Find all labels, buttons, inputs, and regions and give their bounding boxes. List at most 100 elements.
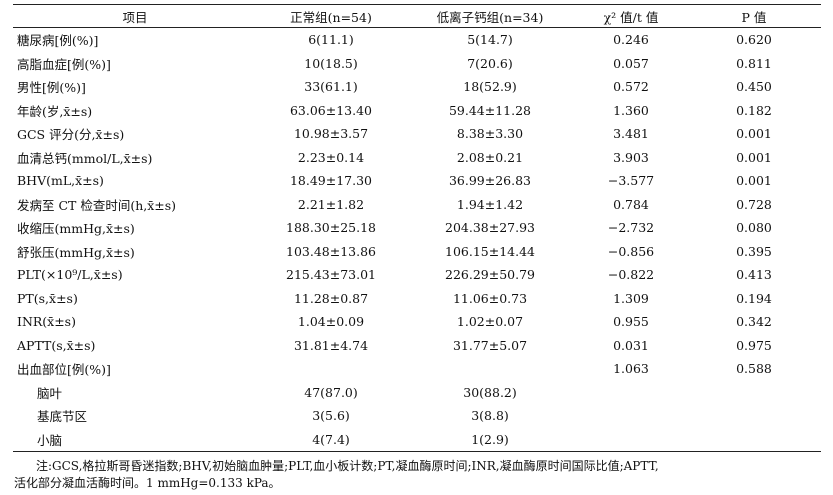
cell-normal-group: 33(61.1) <box>304 79 358 95</box>
table-row: 基底节区 3(5.6) 3(8.8) <box>13 404 821 428</box>
cell-normal-group: 47(87.0) <box>304 384 358 400</box>
cell-low-calcium-group: 1.02±0.07 <box>456 314 524 330</box>
cell-p-value: 0.588 <box>736 361 772 377</box>
table-row: APTT(s,x̄±s) 31.81±4.74 31.77±5.07 0.031 0.9… <box>13 334 821 358</box>
row-label: 基底节区 <box>37 409 88 425</box>
cell-low-calcium-group: 1.94±1.42 <box>456 196 524 212</box>
cell-p-value: 0.182 <box>736 102 772 118</box>
cell-normal-group <box>257 357 405 381</box>
row-label: 脑叶 <box>37 385 63 401</box>
row-label: APTT(s,x̄±s) <box>17 337 96 353</box>
cell-normal-group: 2.23±0.14 <box>297 149 365 165</box>
cell-normal-group: 188.30±25.18 <box>286 220 376 236</box>
cell-p-value <box>687 404 821 428</box>
cell-normal-group: 103.48±13.86 <box>286 243 376 259</box>
cell-p-value: 0.728 <box>736 196 772 212</box>
table-row: INR(x̄±s) 1.04±0.09 1.02±0.07 0.955 0.342 <box>13 310 821 334</box>
cell-statistic <box>575 427 687 452</box>
table-footnote: 注:GCS,格拉斯哥昏迷指数;BHV,初始脑血肿量;PLT,血小板计数;PT,凝… <box>14 458 826 492</box>
header-normal-group: 正常组(n=54) <box>257 4 405 28</box>
cell-low-calcium-group: 5(14.7) <box>467 32 513 48</box>
cell-normal-group: 31.81±4.74 <box>293 337 369 353</box>
cell-statistic: 1.360 <box>613 102 649 118</box>
table-row: PT(s,x̄±s) 11.28±0.87 11.06±0.73 1.309 0.194 <box>13 287 821 311</box>
cell-low-calcium-group: 1(2.9) <box>405 427 575 452</box>
table-row: 血清总钙(mmol/L,x̄±s) 2.23±0.14 2.08±0.21 3.903… <box>13 146 821 170</box>
cell-low-calcium-group: 31.77±5.07 <box>452 337 528 353</box>
table-header: 项目 正常组(n=54) 低离子钙组(n=34) χ² 值/t 值 P 值 <box>13 4 821 28</box>
cell-normal-group: 3(5.6) <box>312 408 350 424</box>
cell-normal-group: 4(7.4) <box>257 427 405 452</box>
table-row: 出血部位[例(%)] 1.063 0.588 <box>13 357 821 381</box>
cell-low-calcium-group: 11.06±0.73 <box>452 290 528 306</box>
cell-normal-group: 6(11.1) <box>308 32 354 48</box>
cell-statistic: 1.063 <box>613 361 649 377</box>
cell-statistic: −0.822 <box>607 267 655 283</box>
table-row: 发病至 CT 检查时间(h,x̄±s) 2.21±1.82 1.94±1.42 0.7… <box>13 193 821 217</box>
cell-statistic: 0.246 <box>613 32 649 48</box>
cell-normal-group: 63.06±13.40 <box>289 102 373 118</box>
cell-p-value <box>687 427 821 452</box>
row-label: BHV(mL,x̄±s) <box>17 173 104 189</box>
cell-low-calcium-group: 18(52.9) <box>463 79 517 95</box>
cell-statistic: 0.057 <box>613 55 649 71</box>
table-body: 糖尿病[例(%)] 6(11.1) 5(14.7) 0.246 0.620 高脂血症[例(… <box>13 28 821 452</box>
table-row: 舒张压(mmHg,x̄±s) 103.48±13.86 106.15±14.44 −0… <box>13 240 821 264</box>
comparison-table: 项目 正常组(n=54) 低离子钙组(n=34) χ² 值/t 值 P 值 糖尿… <box>13 4 821 452</box>
cell-statistic: −2.732 <box>607 220 655 236</box>
cell-low-calcium-group: 7(20.6) <box>467 55 513 71</box>
row-label: 高脂血症[例(%)] <box>17 56 111 72</box>
cell-p-value: 0.001 <box>736 149 772 165</box>
row-label: 血清总钙(mmol/L,x̄±s) <box>17 150 153 166</box>
table-row: GCS 评分(分,x̄±s) 10.98±3.57 8.38±3.30 3.481 0.… <box>13 122 821 146</box>
cell-low-calcium-group: 3(8.8) <box>471 408 509 424</box>
cell-low-calcium-group: 2.08±0.21 <box>456 149 524 165</box>
cell-p-value: 0.413 <box>736 267 772 283</box>
table-row: BHV(mL,x̄±s) 18.49±17.30 36.99±26.83 −3.577… <box>13 169 821 193</box>
cell-statistic: 0.955 <box>613 314 649 330</box>
table-row: 男性[例(%)] 33(61.1) 18(52.9) 0.572 0.450 <box>13 75 821 99</box>
cell-statistic <box>575 404 687 428</box>
row-label: 小脑 <box>13 427 257 452</box>
row-label: 男性[例(%)] <box>17 80 86 96</box>
cell-statistic: 0.031 <box>613 337 649 353</box>
row-label: GCS 评分(分,x̄±s) <box>17 127 125 143</box>
cell-statistic: 0.572 <box>613 79 649 95</box>
cell-statistic: 0.784 <box>613 196 649 212</box>
cell-p-value: 0.620 <box>736 32 772 48</box>
cell-p-value: 0.001 <box>736 173 772 189</box>
cell-statistic: 3.481 <box>613 126 649 142</box>
cell-p-value: 0.975 <box>736 337 772 353</box>
cell-low-calcium-group <box>405 357 575 381</box>
cell-low-calcium-group: 36.99±26.83 <box>448 173 532 189</box>
table-row: 小脑 4(7.4) 1(2.9) <box>13 427 821 452</box>
table-row: 脑叶 47(87.0) 30(88.2) <box>13 381 821 405</box>
cell-normal-group: 11.28±0.87 <box>293 290 369 306</box>
cell-statistic: −0.856 <box>607 243 655 259</box>
row-label: 舒张压(mmHg,x̄±s) <box>17 244 135 260</box>
cell-low-calcium-group: 226.29±50.79 <box>445 267 535 283</box>
cell-low-calcium-group: 8.38±3.30 <box>456 126 524 142</box>
cell-low-calcium-group: 59.44±11.28 <box>448 102 532 118</box>
row-label: 出血部位[例(%)] <box>17 362 111 378</box>
cell-normal-group: 2.21±1.82 <box>297 196 365 212</box>
cell-p-value: 0.811 <box>736 55 772 71</box>
cell-low-calcium-group: 106.15±14.44 <box>445 243 535 259</box>
row-label: 糖尿病[例(%)] <box>17 33 99 49</box>
table-row: 收缩压(mmHg,x̄±s) 188.30±25.18 204.38±27.93 −2… <box>13 216 821 240</box>
table-row: 糖尿病[例(%)] 6(11.1) 5(14.7) 0.246 0.620 <box>13 28 821 52</box>
cell-normal-group: 215.43±73.01 <box>286 267 376 283</box>
header-p-value: P 值 <box>687 4 821 28</box>
row-label: 收缩压(mmHg,x̄±s) <box>17 221 135 237</box>
cell-statistic <box>575 381 687 405</box>
header-low-calcium-group: 低离子钙组(n=34) <box>405 4 575 28</box>
table-row: 年龄(岁,x̄±s) 63.06±13.40 59.44±11.28 1.360 0.1… <box>13 99 821 123</box>
cell-p-value: 0.342 <box>736 314 772 330</box>
cell-statistic: 1.309 <box>613 290 649 306</box>
row-label: PLT(×10⁹/L,x̄±s) <box>17 267 123 283</box>
footnote-line-2: 活化部分凝血活酶时间。1 mmHg=0.133 kPa。 <box>14 476 281 490</box>
cell-low-calcium-group: 204.38±27.93 <box>445 220 535 236</box>
cell-low-calcium-group: 30(88.2) <box>463 384 517 400</box>
row-label: INR(x̄±s) <box>17 314 76 330</box>
